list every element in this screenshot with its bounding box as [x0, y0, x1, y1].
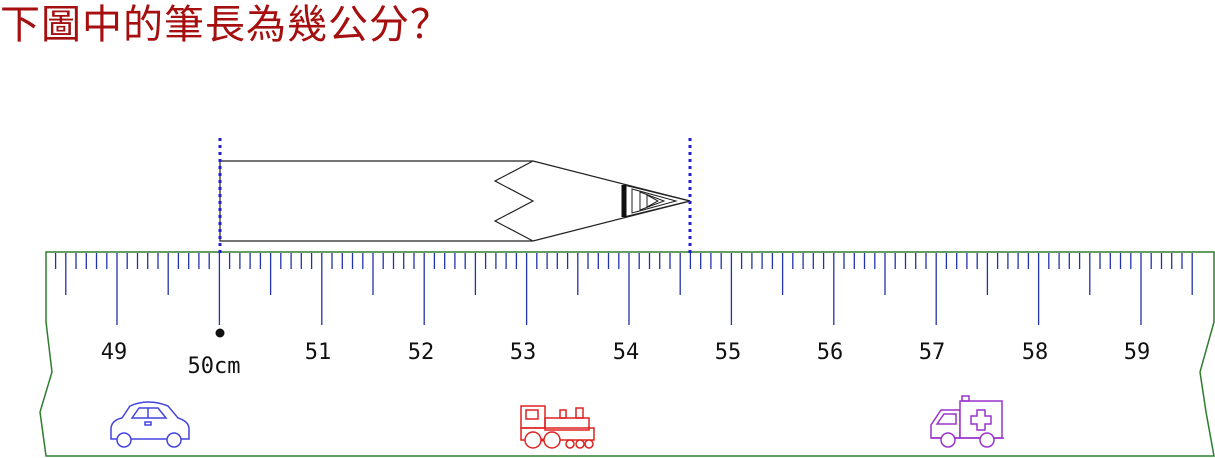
start-marker-dot	[215, 328, 225, 338]
ruler-label-53: 53	[510, 340, 537, 365]
ruler-labels: 49 50cm 51 52 53 54 55 56 57 58 59	[101, 340, 1151, 379]
question-text: 下圖中的筆長為幾公分？	[0, 2, 451, 48]
ruler-label-52: 52	[408, 340, 435, 365]
ruler-ticks	[54, 253, 1193, 325]
pencil-body	[219, 160, 535, 242]
car-icon	[110, 401, 190, 448]
ruler-label-51: 51	[305, 340, 332, 365]
ruler-label-49: 49	[101, 340, 128, 365]
ambulance-icon	[930, 395, 1004, 448]
ruler-label-56: 56	[817, 340, 844, 365]
ruler-label-55: 55	[715, 340, 742, 365]
ruler-label-59: 59	[1124, 340, 1151, 365]
ruler-label-57: 57	[919, 340, 946, 365]
ruler-label-58: 58	[1022, 340, 1049, 365]
train-icon	[520, 405, 595, 449]
ruler-label-54: 54	[613, 340, 640, 365]
pencil	[219, 160, 691, 242]
ruler-body	[39, 251, 1215, 457]
ruler-label-50: 50cm	[188, 354, 241, 379]
